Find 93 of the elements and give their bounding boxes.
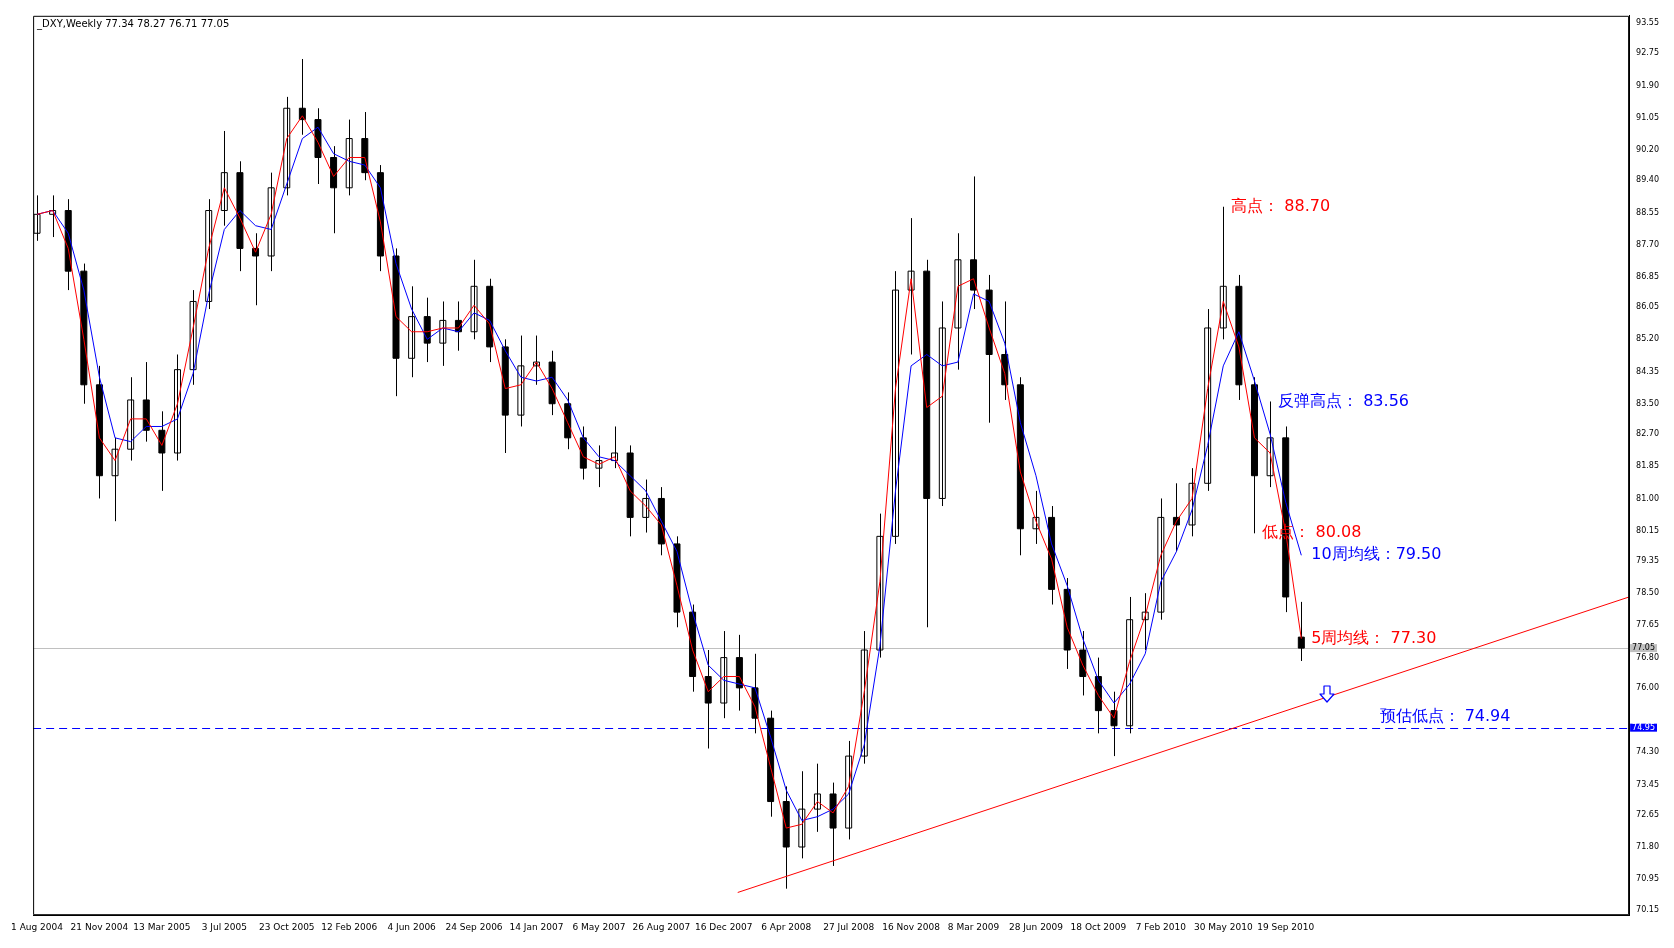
candlestick: [1032, 490, 1040, 545]
candlestick: [439, 300, 447, 367]
candlestick: [49, 194, 57, 238]
x-tick-label: 6 May 2007: [572, 921, 626, 932]
candlestick: [517, 335, 525, 427]
candlestick: [267, 172, 275, 272]
x-tick-label: 30 May 2010: [1193, 921, 1253, 932]
y-tick-label: 76.80: [1636, 652, 1659, 662]
candlestick: [189, 289, 197, 386]
x-tick-label: 24 Sep 2006: [445, 921, 503, 932]
y-tick-label: 92.75: [1636, 48, 1659, 58]
y-tick-label: 78.50: [1636, 588, 1659, 598]
candlestick: [283, 96, 291, 196]
y-tick-label: 86.05: [1636, 302, 1659, 312]
y-tick-label: 93.55: [1636, 18, 1659, 28]
candlestick: [173, 354, 181, 462]
candlestick: [611, 425, 619, 469]
y-tick-label: 72.65: [1636, 809, 1659, 819]
annotation: 反弹高点： 83.56: [1278, 390, 1409, 410]
candlestick: [813, 763, 821, 833]
x-tick-label: 18 Oct 2009: [1070, 921, 1127, 932]
y-tick-label: 79.35: [1636, 556, 1659, 566]
x-tick-label: 26 Aug 2007: [632, 921, 691, 932]
y-tick-label: 70.15: [1636, 904, 1659, 914]
candlestick: [205, 198, 213, 310]
candlestick: [1219, 206, 1227, 340]
y-tick-label: 90.20: [1636, 144, 1659, 154]
candlestick: [798, 770, 806, 859]
candlestick: [127, 376, 135, 462]
y-tick-label: 80.15: [1636, 525, 1659, 535]
y-tick-label: 81.85: [1636, 461, 1659, 471]
candlestick: [954, 232, 962, 371]
candlestick: [642, 479, 650, 534]
candlestick: [111, 437, 119, 522]
x-tick-label: 16 Dec 2007: [695, 921, 753, 932]
candlestick: [532, 335, 540, 386]
candlestick: [470, 259, 478, 340]
y-tick-label: 86.85: [1636, 271, 1659, 281]
ref-line-label: 74.95: [1632, 722, 1655, 732]
y-tick-label: 81.00: [1636, 493, 1659, 503]
y-tick-label: 74.30: [1636, 747, 1659, 757]
y-tick-label: 88.55: [1636, 207, 1659, 217]
y-tick-label: 89.40: [1636, 175, 1659, 185]
candlestick: [845, 740, 853, 840]
candlestick: [1141, 592, 1149, 651]
x-tick-label: 28 Jun 2009: [1008, 921, 1064, 932]
candlestick: [345, 119, 353, 196]
candlestick: [720, 630, 728, 719]
x-tick-label: 8 Mar 2009: [947, 921, 1000, 932]
y-tick-label: 77.65: [1636, 620, 1659, 630]
x-tick-label: 14 Jan 2007: [509, 921, 564, 932]
candlestick: [876, 513, 884, 659]
x-tick-label: 7 Feb 2010: [1135, 921, 1187, 932]
candlestick: [595, 444, 603, 488]
y-tick-label: 76.00: [1636, 682, 1659, 692]
x-tick-label: 1 Aug 2004: [11, 921, 64, 932]
chart-title: _DXY,Weekly 77.34 78.27 76.71 77.05: [36, 18, 230, 31]
y-tick-label: 83.50: [1636, 398, 1659, 408]
candlestick: [1204, 308, 1212, 492]
candlestick: [1188, 467, 1196, 537]
candlestick: [860, 630, 868, 765]
x-tick-label: 21 Nov 2004: [70, 921, 129, 932]
y-tick-label: 87.70: [1636, 239, 1659, 249]
x-tick-label: 12 Feb 2006: [321, 921, 378, 932]
y-tick-label: 91.90: [1636, 80, 1659, 90]
x-tick-label: 6 Apr 2008: [761, 921, 812, 932]
series-label: 10周均线：79.50: [1311, 544, 1442, 564]
ref-line-label: 77.05: [1632, 643, 1655, 653]
candlestick: [220, 130, 228, 227]
candlestick: [938, 300, 946, 507]
y-tick-label: 73.45: [1636, 779, 1659, 789]
x-tick-label: 3 Jul 2005: [201, 921, 247, 932]
series-label: 5周均线： 77.30: [1311, 627, 1437, 647]
y-tick-label: 71.80: [1636, 842, 1659, 852]
candlestick: [907, 217, 915, 355]
candlestick: [891, 270, 899, 545]
x-tick-label: 16 Nov 2008: [882, 921, 941, 932]
y-tick-label: 82.70: [1636, 429, 1659, 439]
y-tick-label: 85.20: [1636, 334, 1659, 344]
candlestick: [1126, 596, 1134, 734]
x-tick-label: 4 Jun 2006: [387, 921, 437, 932]
annotation: 预估低点： 74.94: [1379, 706, 1511, 726]
candlestick: [1157, 497, 1165, 621]
y-tick-label: 91.05: [1636, 112, 1659, 122]
annotation: 高点： 88.70: [1231, 195, 1331, 215]
y-tick-label: 84.35: [1636, 366, 1659, 376]
x-tick-label: 19 Sep 2010: [1257, 921, 1315, 932]
x-tick-label: 27 Jul 2008: [823, 921, 875, 932]
x-tick-label: 23 Oct 2005: [258, 921, 315, 932]
candlestick: [1266, 400, 1274, 488]
candlestick: [408, 285, 416, 378]
x-tick-label: 13 Mar 2005: [133, 921, 191, 932]
y-tick-label: 70.95: [1636, 874, 1659, 884]
